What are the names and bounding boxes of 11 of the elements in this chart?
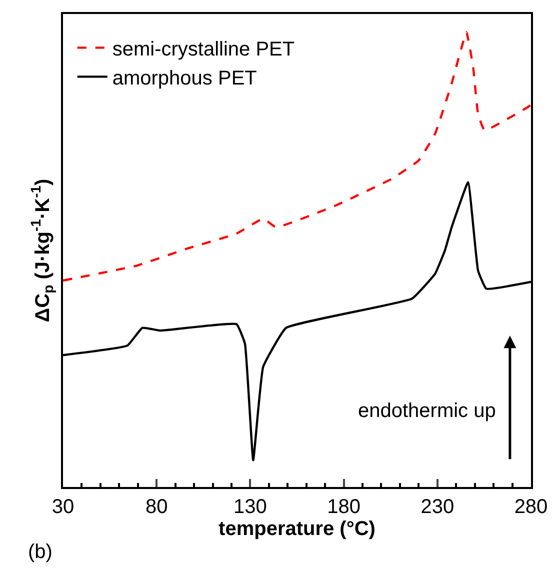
x-tick-label: 230 [420,496,454,518]
legend-label: amorphous PET [112,67,257,90]
x-tick-label: 130 [234,496,267,518]
text: (b) [28,541,52,563]
x-axis-title: temperature (°C) [218,518,376,540]
x-tick-label: 80 [145,496,168,518]
x-tick-label: 280 [514,496,548,518]
legend-label: semi-crystalline PET [112,38,295,60]
annotation: endothermic up [358,400,496,422]
x-tick-label: 30 [52,496,74,518]
x-tick-label: 180 [327,496,360,518]
